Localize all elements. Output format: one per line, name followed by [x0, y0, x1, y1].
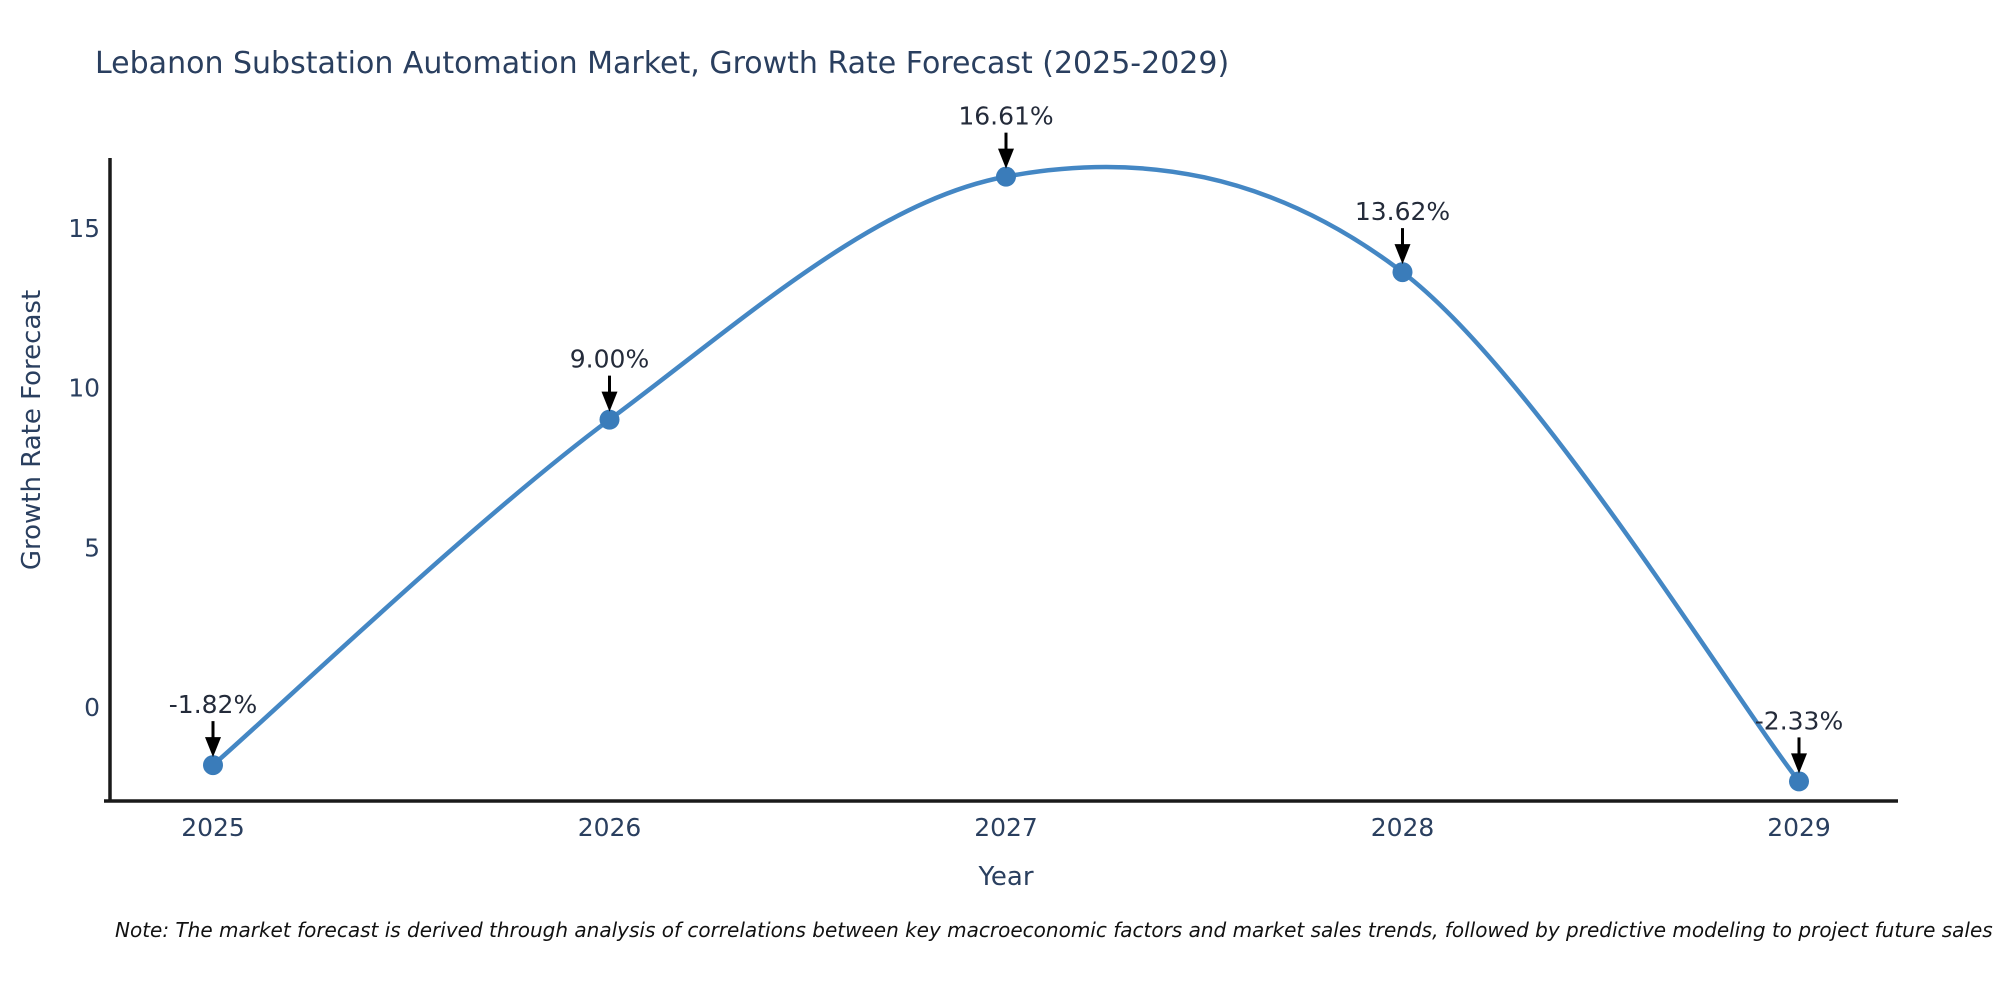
annotation-label: -1.82% — [169, 690, 257, 719]
tick-label-layer: 0 5 10 15 2025 2026 2027 2028 2029 — [68, 214, 1831, 842]
x-axis-title: Year — [978, 862, 1034, 892]
y-tick-label: 5 — [84, 533, 100, 562]
annotation-label: 9.00% — [570, 345, 649, 374]
data-point-2028[interactable] — [1392, 262, 1413, 283]
annotation-arrowhead-icon — [1791, 753, 1807, 774]
annotation-layer: -1.82% 9.00% 16.61% 13.62% -2.33% — [169, 102, 1843, 774]
x-tick-label: 2029 — [1767, 813, 1831, 842]
x-tick-label: 2028 — [1371, 813, 1435, 842]
annotation-label: 16.61% — [958, 102, 1053, 131]
data-point-2026[interactable] — [599, 409, 620, 430]
annotation-arrowhead-icon — [601, 391, 618, 412]
x-tick-label: 2025 — [181, 813, 245, 842]
annotation-arrowhead-icon — [205, 737, 221, 758]
x-tick-label: 2027 — [974, 813, 1038, 842]
data-point-2027[interactable] — [996, 166, 1016, 187]
series-layer — [203, 164, 1809, 792]
y-tick-label: 10 — [68, 374, 100, 403]
data-point-2025[interactable] — [203, 755, 223, 776]
data-point-2029[interactable] — [1789, 771, 1809, 792]
chart-title: Lebanon Substation Automation Market, Gr… — [95, 46, 1230, 81]
y-tick-label: 0 — [84, 693, 100, 722]
footnote: Note: The market forecast is derived thr… — [115, 918, 1993, 942]
y-tick-label: 15 — [68, 214, 100, 243]
annotation-label: -2.33% — [1755, 706, 1843, 735]
series-line — [210, 164, 1802, 784]
annotation-label: 13.62% — [1355, 197, 1450, 226]
annotation-arrowhead-icon — [1394, 244, 1411, 265]
annotation-arrowhead-icon — [998, 148, 1014, 169]
x-tick-label: 2026 — [578, 813, 642, 842]
